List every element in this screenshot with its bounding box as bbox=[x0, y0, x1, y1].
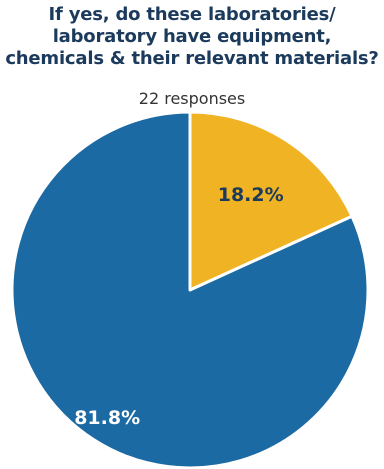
chart-title-line-3: chemicals & their relevant materials? bbox=[5, 48, 379, 69]
pie-slice-label-2: 81.8% bbox=[74, 407, 140, 429]
response-count: 22 responses bbox=[138, 89, 246, 108]
chart-title-line-1: If yes, do these laboratories/ bbox=[48, 4, 336, 25]
pie-slice-label-1: 18.2% bbox=[218, 184, 284, 206]
chart-title: If yes, do these laboratories/ laborator… bbox=[0, 4, 384, 70]
pie-slice-1 bbox=[188, 110, 354, 292]
pie-slice-2 bbox=[10, 110, 370, 469]
chart-title-line-2: laboratory have equipment, bbox=[52, 26, 332, 47]
